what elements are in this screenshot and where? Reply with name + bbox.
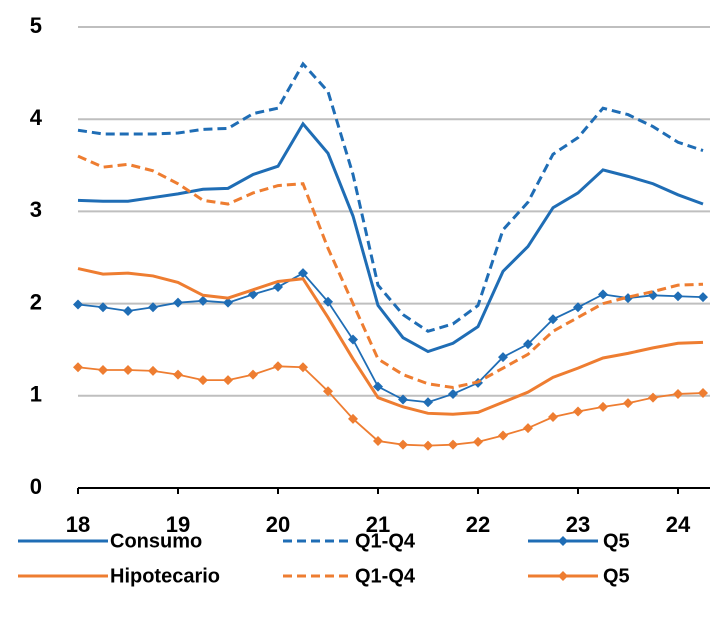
marker [623, 398, 633, 409]
marker [248, 369, 258, 380]
marker [73, 362, 83, 373]
marker [698, 388, 708, 399]
legend-label: Q1-Q4 [355, 565, 416, 587]
y-tick-label: 2 [30, 289, 42, 314]
x-tick-label: 21 [366, 512, 390, 537]
marker [523, 423, 533, 434]
x-tick-label: 18 [66, 512, 90, 537]
marker [548, 314, 558, 325]
marker [573, 302, 583, 313]
y-tick-label: 3 [30, 197, 42, 222]
marker [523, 339, 533, 350]
marker [223, 375, 233, 386]
marker [198, 375, 208, 386]
marker [373, 435, 383, 446]
marker [98, 302, 108, 313]
marker [498, 430, 508, 441]
marker [173, 369, 183, 380]
marker [498, 352, 508, 363]
marker [198, 295, 208, 306]
marker [323, 386, 333, 397]
marker [398, 394, 408, 405]
x-tick-label: 24 [666, 512, 691, 537]
legend-label: Q5 [603, 565, 630, 587]
marker [373, 381, 383, 392]
marker [673, 388, 683, 399]
marker [273, 282, 283, 293]
y-tick-label: 5 [30, 13, 42, 38]
marker [348, 334, 358, 345]
marker [273, 361, 283, 372]
legend-label: Q1-Q4 [355, 530, 416, 552]
series-line [77, 61, 704, 333]
legend-marker [558, 536, 568, 546]
series-line [77, 267, 704, 416]
x-tick-label: 19 [166, 512, 190, 537]
series-line [77, 121, 704, 354]
legend-label: Consumo [110, 530, 202, 552]
marker [673, 291, 683, 302]
legend-marker [558, 571, 568, 581]
y-tick-label: 0 [30, 474, 42, 499]
marker [348, 413, 358, 424]
marker [473, 436, 483, 447]
marker [148, 365, 158, 376]
marker [123, 305, 133, 316]
marker [698, 292, 708, 303]
marker [448, 439, 458, 450]
x-tick-label: 20 [266, 512, 290, 537]
series-line [77, 272, 704, 404]
marker [598, 401, 608, 412]
marker [298, 362, 308, 373]
marker [573, 406, 583, 417]
marker [648, 392, 658, 403]
marker [173, 297, 183, 308]
marker [598, 289, 608, 300]
marker [73, 299, 83, 310]
x-tick-label: 22 [466, 512, 490, 537]
legend-label: Q5 [603, 530, 630, 552]
legend-label: Hipotecario [110, 565, 220, 587]
marker [323, 296, 333, 307]
y-tick-label: 1 [30, 382, 42, 407]
marker [148, 302, 158, 313]
marker [423, 397, 433, 408]
marker [298, 268, 308, 279]
series-line [77, 365, 704, 447]
x-tick-label: 23 [566, 512, 590, 537]
marker [98, 364, 108, 375]
marker [123, 364, 133, 375]
y-tick-label: 4 [30, 105, 43, 130]
marker [423, 440, 433, 451]
marker [223, 297, 233, 308]
marker [398, 439, 408, 450]
marker [448, 388, 458, 399]
series-line [77, 154, 704, 390]
marker [548, 412, 558, 423]
